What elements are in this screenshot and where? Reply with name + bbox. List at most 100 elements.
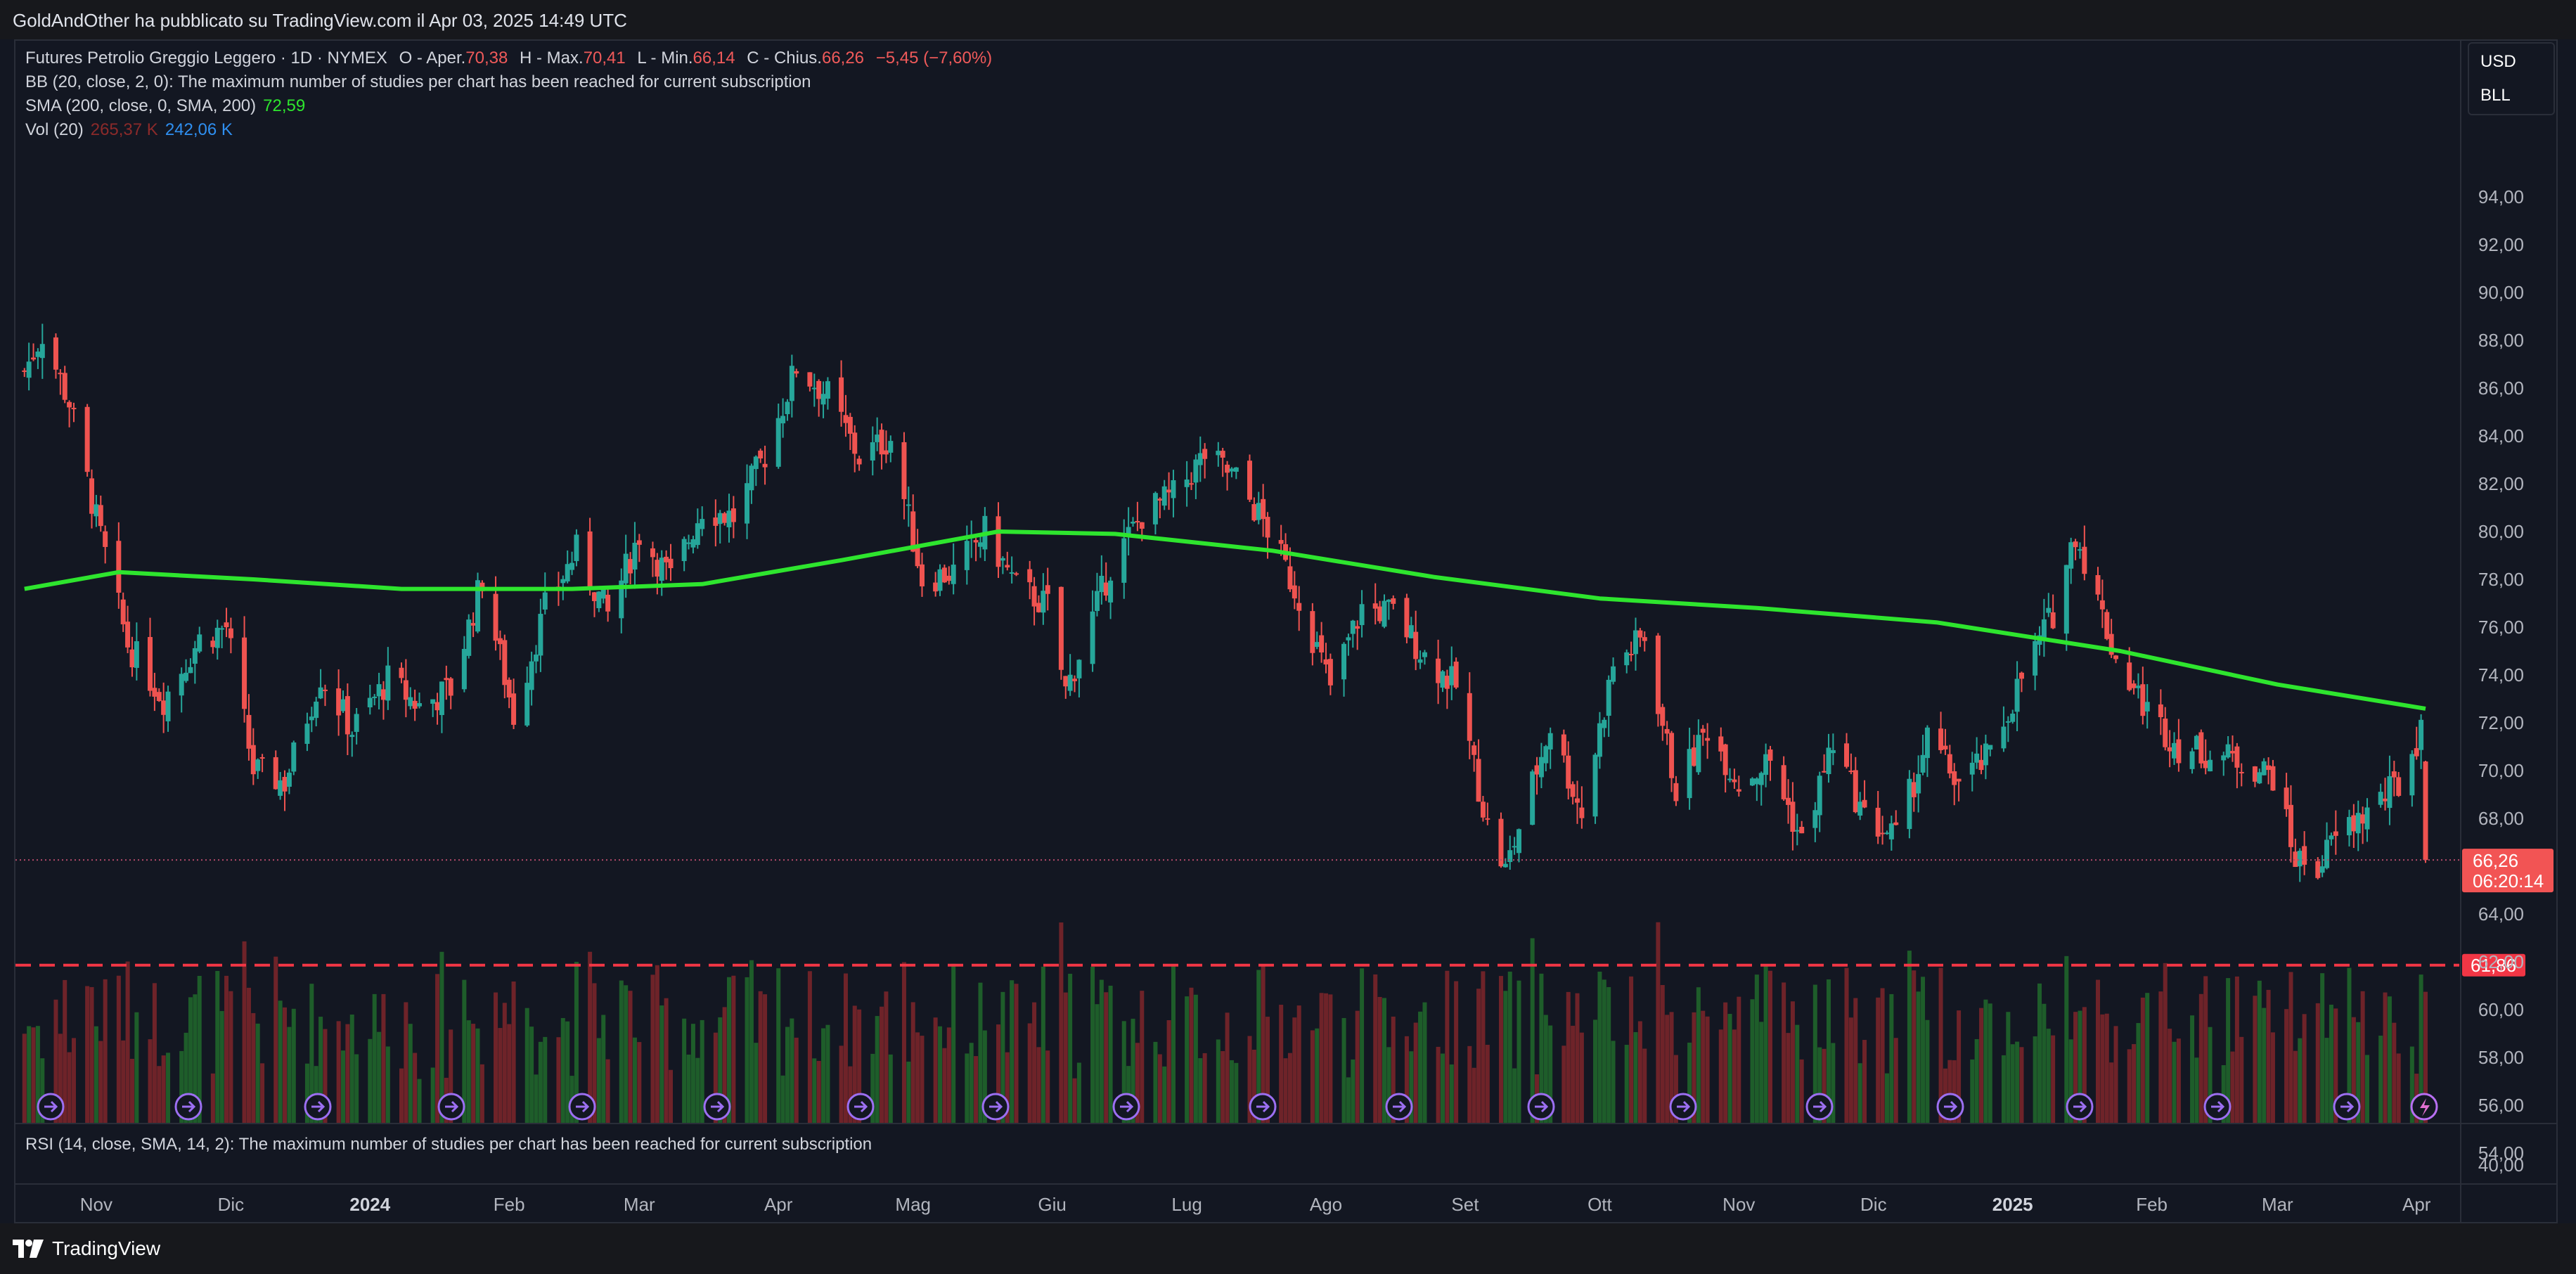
volume-bar — [1185, 996, 1190, 1124]
volume-bar — [1988, 1003, 1992, 1124]
volume-bar — [763, 994, 768, 1124]
candle-body — [775, 418, 781, 467]
candle-body — [758, 450, 764, 459]
candle-body — [1453, 662, 1459, 688]
candle-body — [1063, 676, 1069, 687]
volume-bar — [524, 1008, 529, 1124]
currency-unit-box[interactable]: USD BLL — [2468, 42, 2555, 115]
volume-bar — [475, 1028, 480, 1124]
volume-bar — [1970, 1059, 1975, 1124]
candle-body — [2194, 735, 2199, 749]
volume-bar — [148, 1039, 153, 1124]
candle-body — [847, 416, 853, 434]
candle-body — [2077, 549, 2082, 551]
event-arrow — [1256, 1100, 1270, 1113]
volume-bar — [1498, 976, 1503, 1124]
candle-body — [1888, 823, 1894, 839]
volume-bar — [40, 1058, 45, 1124]
dividend-event-icon[interactable] — [1936, 1093, 1964, 1121]
candle-body — [1673, 783, 1679, 802]
dividend-event-icon[interactable] — [437, 1093, 465, 1121]
candle-body — [1974, 753, 1980, 763]
volume-bar — [193, 994, 198, 1124]
candle-body — [2144, 702, 2150, 712]
dividend-event-icon[interactable] — [1669, 1093, 1697, 1121]
candle-body — [1471, 745, 1477, 755]
candle-body — [695, 523, 700, 546]
volume-bar — [1193, 994, 1198, 1124]
candle-body — [2163, 719, 2168, 747]
candle-body — [1126, 527, 1131, 535]
dividend-event-icon[interactable] — [1805, 1093, 1834, 1121]
volume-bar — [1014, 984, 1019, 1124]
volume-bar — [349, 1014, 354, 1124]
candle-body — [915, 545, 920, 567]
dividend-event-icon[interactable] — [1249, 1093, 1277, 1121]
rsi-legend[interactable]: RSI (14, close, SMA, 14, 2): The maximum… — [25, 1135, 872, 1154]
volume-bar — [1530, 938, 1535, 1124]
volume-bar — [713, 1032, 718, 1124]
volume-bar — [255, 1023, 260, 1124]
sma-row[interactable]: SMA (200, close, 0, SMA, 200) 72,59 — [25, 94, 992, 118]
candle-body — [1072, 678, 1078, 681]
candle-body — [1278, 540, 1284, 544]
event-arrow — [854, 1100, 868, 1113]
dividend-event-icon[interactable] — [1112, 1093, 1140, 1121]
volume-bar — [1436, 1046, 1441, 1124]
volume-bar — [1575, 993, 1580, 1124]
candle-body — [587, 531, 593, 587]
volume-bar — [1360, 968, 1365, 1124]
volume-bar — [2298, 1038, 2303, 1124]
candle-body — [1251, 504, 1257, 521]
dividend-event-icon[interactable] — [304, 1093, 332, 1121]
volume-bar — [888, 1054, 893, 1124]
tradingview-logo-icon — [13, 1240, 44, 1258]
volume-bar — [619, 980, 624, 1124]
dividend-event-icon[interactable] — [981, 1093, 1010, 1121]
dividend-event-icon[interactable] — [568, 1093, 596, 1121]
dividend-event-icon[interactable] — [2333, 1093, 2361, 1121]
candle-body — [591, 592, 597, 601]
dividend-event-icon[interactable] — [846, 1093, 875, 1121]
candle-body — [125, 622, 131, 648]
candle-body — [1404, 598, 1410, 638]
bb-row[interactable]: BB (20, close, 2, 0): The maximum number… — [25, 72, 811, 91]
candle-body — [475, 580, 481, 632]
candle-body — [497, 638, 503, 645]
dividend-event-icon[interactable] — [174, 1093, 202, 1121]
volume-bar — [2051, 1035, 2056, 1124]
volume-bar — [1624, 1045, 1629, 1124]
candle-body — [533, 654, 539, 662]
dividend-event-icon[interactable] — [2066, 1093, 2094, 1121]
candle-body — [1220, 451, 1225, 458]
candle-body — [1121, 538, 1127, 583]
volume-bar — [1983, 999, 1988, 1124]
candle-body — [619, 580, 624, 619]
volume-bar — [780, 1075, 785, 1124]
tradingview-logo[interactable]: TradingView — [13, 1235, 160, 1262]
volume-bar — [1512, 1068, 1517, 1124]
volume-bar — [197, 975, 202, 1124]
dividend-event-icon[interactable] — [1385, 1093, 1413, 1121]
candle-body — [713, 517, 719, 526]
earnings-lightning-icon[interactable] — [2410, 1093, 2438, 1121]
volume-bar — [368, 1038, 373, 1124]
volume-row[interactable]: Vol (20) 265,37 K 242,06 K — [25, 118, 992, 142]
dividend-event-icon[interactable] — [703, 1093, 731, 1121]
price-tick-label: 60,00 — [2478, 999, 2524, 1020]
dividend-event-icon[interactable] — [37, 1093, 65, 1121]
candle-body — [62, 373, 67, 400]
volume-bar — [494, 992, 498, 1124]
symbol-name[interactable]: Futures Petrolio Greggio Leggero · 1D · … — [25, 49, 387, 67]
dividend-event-icon[interactable] — [1527, 1093, 1555, 1121]
candle-body — [749, 465, 754, 491]
candle-body — [385, 665, 391, 701]
volume-bar — [2270, 1032, 2275, 1124]
dividend-event-icon[interactable] — [2203, 1093, 2232, 1121]
candle-body — [2050, 612, 2056, 629]
event-arrow — [1535, 1100, 1549, 1113]
volume-bar — [848, 1066, 853, 1124]
volume-bar — [2383, 992, 2388, 1124]
candle-body — [192, 648, 198, 664]
